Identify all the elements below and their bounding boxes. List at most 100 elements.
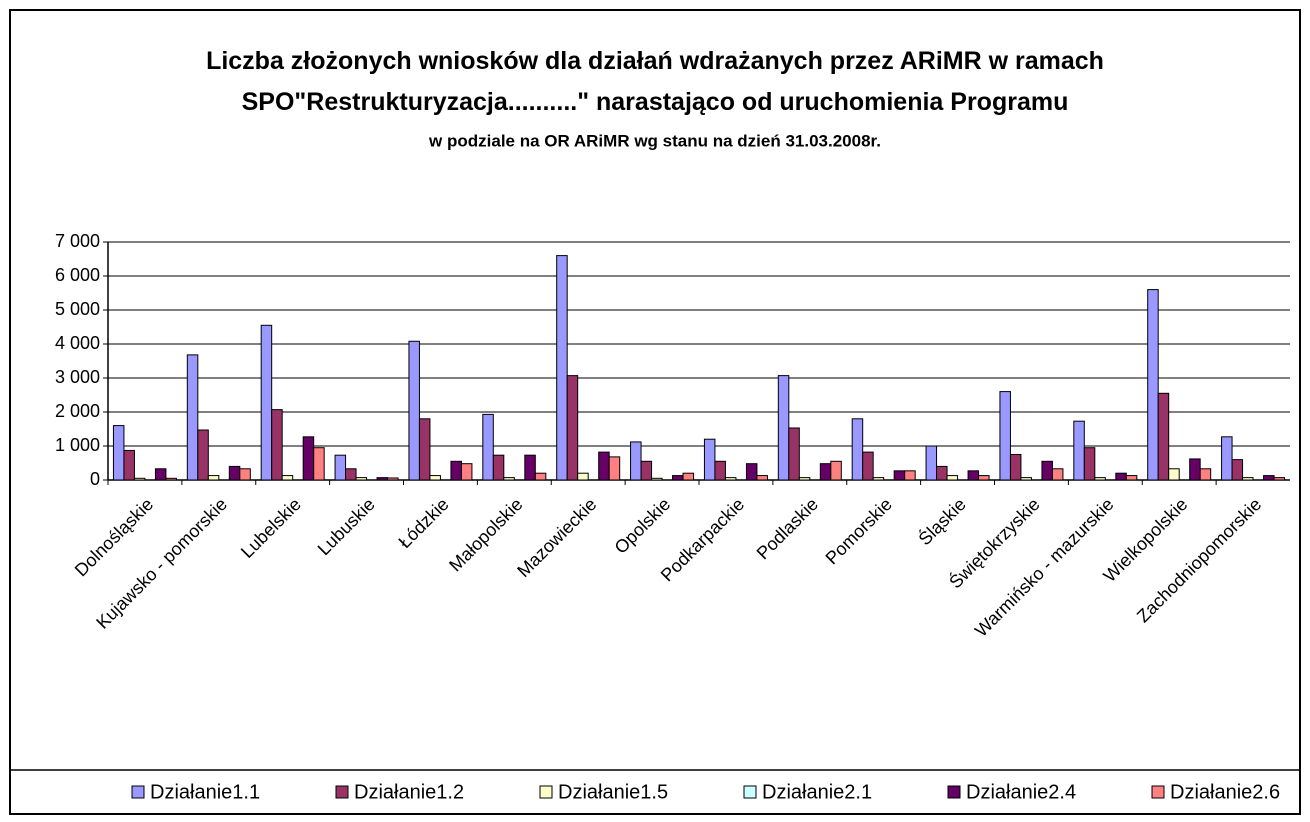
bar [154,468,167,481]
legend-label: Działanie2.6 [1170,781,1280,803]
bar [967,470,980,481]
bar [978,475,990,481]
bar [355,477,368,481]
bar [133,477,146,481]
bar [714,460,726,481]
bar [1157,392,1170,481]
legend-label: Działanie2.1 [762,781,872,803]
bar [566,375,579,481]
bar [281,475,294,481]
bar [207,475,220,481]
bar [345,468,357,481]
bar [334,454,347,481]
bar [1051,468,1064,481]
bar [1199,468,1212,481]
chart-subtitle: w podziale na OR ARiMR wg stanu na dzień… [428,131,881,150]
y-tick-label: 7 000 [55,231,100,251]
bar [946,475,959,481]
bar [1263,475,1275,481]
bar [893,470,906,481]
bar [745,463,758,481]
bar [788,427,800,481]
bar [1094,477,1106,481]
bar [112,425,125,481]
bar [999,391,1011,481]
bar [682,472,695,481]
bar [1189,458,1201,481]
legend-label: Działanie1.1 [150,781,260,803]
y-tick-label: 2 000 [55,401,100,421]
legend-swatch [131,785,145,799]
y-tick-label: 6 000 [55,265,100,285]
bar [534,472,547,481]
bar [260,324,273,481]
bar [302,436,315,481]
bar [651,477,663,481]
bar [408,340,420,481]
bar [186,354,199,481]
bar [672,475,684,481]
legend-label: Działanie1.2 [354,781,464,803]
bar [387,477,399,481]
bar [228,465,241,481]
bar [608,456,621,481]
bar [460,463,473,481]
legend-swatch [335,785,349,799]
bar [492,454,505,481]
y-tick-label: 0 [90,469,100,489]
legend-swatch [1151,785,1165,799]
bar [1041,460,1053,481]
bar [482,413,494,481]
bar [1168,468,1180,481]
bar [376,477,389,481]
bar [556,255,568,481]
bar [904,470,916,481]
bar [830,460,842,481]
bar [724,477,737,481]
bar [598,451,610,481]
bar [313,447,325,481]
bar [1009,454,1022,481]
bar [271,409,283,481]
bar [450,460,462,481]
bar [1083,447,1096,481]
bar [165,477,177,481]
y-tick-label: 4 000 [55,333,100,353]
legend-swatch [539,785,553,799]
bar [1147,289,1159,481]
bar [1115,472,1127,481]
bar [1231,459,1244,481]
bar [197,429,209,481]
bar [862,451,874,481]
bar [503,477,515,481]
bar [819,463,832,481]
bar [1221,436,1233,481]
bar [925,445,938,481]
bar [851,418,864,481]
bar [1242,477,1254,481]
bar [1073,420,1085,481]
bar [123,449,135,481]
bar [630,441,642,481]
y-tick-label: 3 000 [55,367,100,387]
bar [703,438,716,481]
y-tick-label: 5 000 [55,299,100,319]
legend-swatch [947,785,961,799]
chart-title-line: SPO"Restrukturyzacja.........." narastaj… [242,88,1069,116]
y-tick-label: 1 000 [55,435,100,455]
legend-swatch [743,785,757,799]
legend-label: Działanie1.5 [558,781,668,803]
bar [429,475,441,481]
chart-title: Liczba złożonych wniosków dla działań wd… [206,47,1104,116]
bar [872,477,885,481]
bar [1020,477,1032,481]
bar [756,475,768,481]
chart-title-line: Liczba złożonych wniosków dla działań wd… [206,47,1104,75]
bar [936,465,948,481]
bar [524,454,536,481]
bar [418,418,431,481]
bar [640,460,653,481]
bar [798,477,811,481]
bar [239,468,251,481]
